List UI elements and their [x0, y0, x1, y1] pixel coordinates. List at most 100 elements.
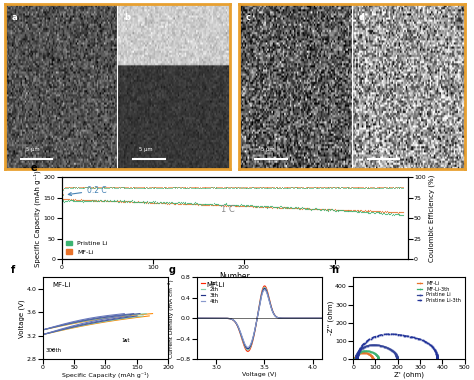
Point [246, 185, 253, 191]
Point [306, 185, 313, 191]
Point [228, 202, 236, 208]
Point [133, 185, 140, 191]
Point [373, 208, 381, 214]
Point [302, 185, 310, 191]
Point [237, 202, 244, 208]
Point [317, 184, 325, 190]
Point [235, 203, 242, 209]
Point [199, 201, 207, 207]
Point [274, 204, 282, 210]
Point [205, 184, 213, 190]
Point [340, 207, 348, 214]
Point [198, 184, 206, 190]
2th [226, 316, 232, 321]
3th [262, 286, 267, 291]
Point [166, 200, 174, 206]
Point [185, 201, 193, 207]
Point [154, 200, 161, 206]
Point [83, 197, 91, 203]
Point [108, 198, 116, 204]
Point [164, 185, 171, 191]
Point [188, 185, 196, 191]
Point [299, 205, 307, 211]
Point [83, 184, 91, 190]
Point [197, 185, 205, 191]
Point [117, 184, 125, 190]
Point [110, 184, 118, 190]
Point [165, 199, 173, 205]
Point [321, 185, 328, 191]
Point [264, 203, 271, 209]
Point [288, 204, 296, 211]
Text: c: c [246, 13, 251, 22]
Point [73, 184, 80, 190]
Point [301, 185, 309, 191]
Point [254, 204, 261, 210]
Point [103, 198, 111, 204]
Point [284, 185, 292, 191]
X-axis label: Z' (ohm): Z' (ohm) [394, 372, 424, 378]
Point [352, 207, 359, 214]
Point [382, 209, 390, 215]
Point [94, 198, 102, 204]
Point [343, 184, 350, 190]
Point [290, 205, 298, 211]
Point [377, 209, 385, 215]
Point [73, 197, 81, 203]
Point [272, 204, 279, 210]
Point [197, 201, 205, 207]
Point [306, 205, 313, 211]
Point [350, 184, 358, 190]
Point [155, 185, 163, 191]
Point [194, 184, 202, 190]
Point [266, 203, 274, 209]
Point [281, 204, 289, 211]
Point [235, 184, 242, 190]
Point [149, 198, 156, 204]
2th [278, 316, 284, 320]
Point [99, 184, 106, 190]
Point [365, 210, 373, 216]
Point [324, 184, 331, 190]
MF-Li [370, 357, 375, 361]
Point [256, 184, 264, 190]
Point [363, 207, 371, 214]
Point [182, 200, 189, 206]
Point [394, 211, 401, 217]
Point [158, 200, 165, 206]
Point [284, 204, 292, 211]
Point [246, 202, 254, 208]
Point [356, 184, 363, 190]
Point [340, 207, 348, 213]
Point [91, 198, 99, 204]
Point [59, 191, 66, 197]
Line: 4th: 4th [197, 290, 322, 347]
Point [204, 202, 212, 208]
Point [107, 198, 115, 204]
Point [129, 184, 137, 190]
Point [282, 185, 290, 191]
Point [202, 201, 210, 207]
Point [239, 185, 246, 191]
Point [66, 197, 73, 203]
Point [329, 184, 337, 190]
Point [213, 201, 221, 207]
Point [321, 206, 328, 212]
Point [111, 198, 119, 204]
Point [268, 184, 276, 190]
Point [276, 203, 284, 209]
Point [391, 209, 399, 215]
Text: 5 μm: 5 μm [374, 147, 387, 152]
Point [192, 184, 200, 190]
Point [131, 198, 138, 204]
Point [346, 208, 354, 214]
Text: e: e [30, 163, 37, 173]
Point [184, 184, 192, 190]
Point [222, 184, 229, 190]
Point [251, 184, 258, 190]
Point [251, 203, 258, 209]
Point [271, 184, 279, 190]
Point [168, 185, 175, 191]
Point [143, 184, 150, 190]
Point [201, 184, 209, 190]
